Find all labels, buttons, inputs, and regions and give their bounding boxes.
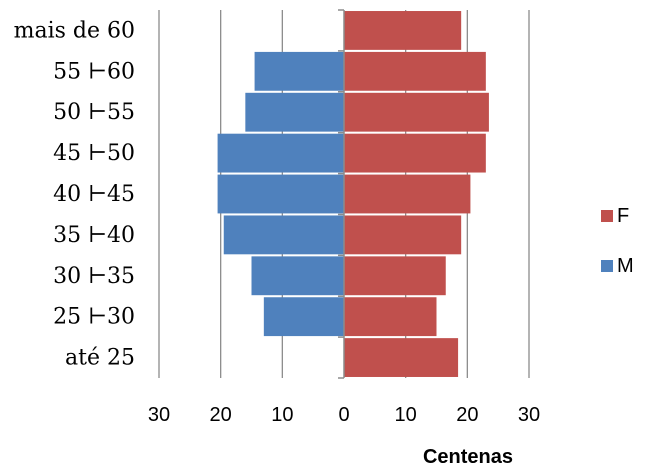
x-tick-label: 30 — [148, 404, 170, 426]
category-label: 45 ⊢50 — [53, 141, 135, 166]
category-label: mais de 60 — [14, 18, 135, 43]
category-labels: até 25 25 ⊢30 30 ⊢35 35 ⊢40 40 ⊢45 45 ⊢50 50 ⊢… — [14, 18, 135, 370]
bar-f — [344, 256, 446, 296]
category-label: até 25 — [65, 346, 135, 371]
bar-m — [217, 133, 344, 173]
category-label: 55 ⊢60 — [53, 59, 135, 84]
x-tick-label: 10 — [271, 404, 293, 426]
y-axis — [338, 9, 345, 379]
category-label: 35 ⊢40 — [53, 223, 135, 248]
bars — [217, 11, 489, 377]
bar-f — [344, 215, 462, 255]
legend-label-f: F — [617, 205, 629, 227]
x-tick-label: 10 — [395, 404, 417, 426]
legend-label-m: M — [617, 255, 634, 277]
tick-labels: 30 20 10 0 10 20 30 — [148, 404, 540, 426]
bar-m — [254, 51, 344, 91]
x-tick-label: 0 — [338, 404, 349, 426]
bar-f — [344, 338, 459, 377]
legend-swatch-f — [601, 210, 613, 222]
bar-f — [344, 51, 486, 91]
bar-m — [263, 297, 344, 337]
x-tick-label: 20 — [456, 404, 478, 426]
bar-m — [217, 174, 344, 214]
bar-f — [344, 297, 437, 337]
bar-m — [251, 256, 344, 296]
bar-f — [344, 133, 486, 173]
category-label: 25 ⊢30 — [53, 305, 135, 330]
bar-f — [344, 11, 462, 50]
x-tick-label: 20 — [210, 404, 232, 426]
legend-swatch-m — [601, 260, 613, 272]
category-label: 30 ⊢35 — [53, 264, 135, 289]
bar-m — [223, 215, 344, 255]
x-axis-title: Centenas — [423, 446, 513, 468]
bar-m — [245, 92, 344, 132]
bar-f — [344, 174, 471, 214]
x-tick-label: 30 — [518, 404, 540, 426]
category-label: 50 ⊢55 — [53, 100, 135, 125]
category-label: 40 ⊢45 — [53, 182, 135, 207]
legend: FM — [601, 205, 634, 277]
bar-f — [344, 92, 489, 132]
